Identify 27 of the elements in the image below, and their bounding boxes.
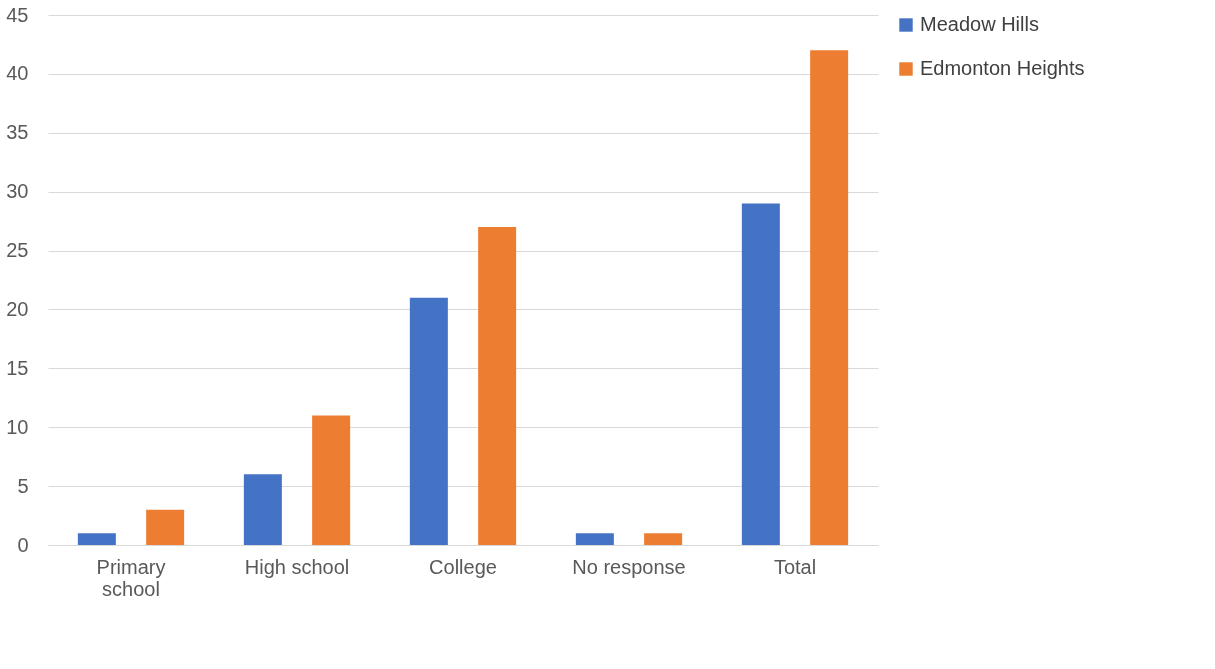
x-tick-label: High school (244, 555, 350, 578)
y-tick-label: 30 (6, 180, 29, 203)
y-tick-label: 15 (6, 356, 29, 379)
y-tick-label: 40 (6, 62, 29, 85)
bar (146, 509, 185, 545)
bar (243, 474, 282, 545)
x-tick-label: Total (773, 555, 817, 578)
bar (810, 50, 849, 545)
y-tick-label: 5 (17, 474, 29, 497)
x-tick-label: Primary school (96, 555, 166, 600)
legend-label: Meadow Hills (920, 13, 1039, 35)
bar (409, 297, 448, 545)
bar (478, 227, 517, 545)
y-tick-label: 45 (6, 3, 29, 26)
y-tick-label: 0 (17, 533, 29, 556)
bar (741, 203, 780, 545)
bar (575, 533, 614, 545)
bar (77, 533, 116, 545)
bar (312, 415, 351, 545)
y-tick-label: 10 (6, 415, 29, 438)
x-tick-label: College (429, 555, 497, 578)
x-tick-label: No response (572, 555, 686, 578)
y-tick-label: 35 (6, 121, 29, 144)
bar (644, 533, 683, 545)
y-tick-label: 25 (6, 239, 29, 262)
y-tick-label: 20 (6, 297, 29, 320)
legend-label: Edmonton Heights (920, 57, 1085, 79)
